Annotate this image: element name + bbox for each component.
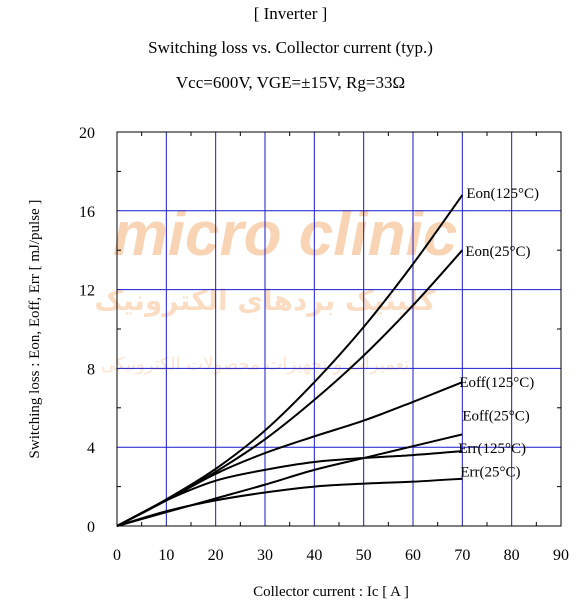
chart-title-line-2: Switching loss vs. Collector current (ty… [148, 38, 433, 57]
y-tick-label: 20 [79, 125, 95, 142]
chart-title-line-1: [ Inverter ] [253, 4, 328, 23]
y-tick-label: 0 [87, 519, 95, 536]
series-line-4 [116, 450, 463, 527]
x-tick-label: 40 [306, 547, 322, 564]
y-tick-label: 12 [79, 283, 95, 300]
series-label-0: Eon(125°C) [466, 186, 539, 202]
series-line-3 [116, 433, 463, 527]
x-tick-label: 60 [405, 547, 421, 564]
series-label-1: Eon(25°C) [465, 244, 530, 260]
series-label-4: Err(125°C) [458, 441, 526, 457]
series-line-2 [116, 381, 463, 527]
x-tick-label: 30 [257, 547, 273, 564]
watermark-line-3: تعمیرات و تجهیزات محصولات الکترونیکی [101, 354, 409, 375]
x-tick-label: 0 [113, 547, 121, 564]
x-tick-label: 10 [158, 547, 174, 564]
series-line-1 [116, 249, 464, 527]
series-label-2: Eoff(125°C) [459, 375, 534, 391]
x-tick-label: 90 [553, 547, 569, 564]
series-line-5 [116, 477, 463, 527]
y-tick-label: 16 [79, 204, 95, 221]
x-tick-label: 20 [208, 547, 224, 564]
y-axis-label: Switching loss : Eon, Eoff, Err [ mJ/pul… [27, 200, 43, 459]
series-label-3: Eoff(25°C) [462, 408, 529, 424]
chart-title-line-3: Vcc=600V, VGE=±15V, Rg=33Ω [175, 73, 406, 92]
x-tick-label: 70 [454, 547, 470, 564]
y-tick-label: 4 [87, 440, 95, 457]
x-tick-label: 50 [356, 547, 372, 564]
series-label-5: Err(25°C) [460, 465, 520, 481]
y-tick-label: 8 [87, 361, 95, 378]
watermark-line-1: micro clinic [113, 200, 458, 269]
x-tick-label: 80 [504, 547, 520, 564]
series-line-0 [116, 194, 464, 527]
x-axis-label: Collector current : Ic [ A ] [253, 584, 409, 600]
